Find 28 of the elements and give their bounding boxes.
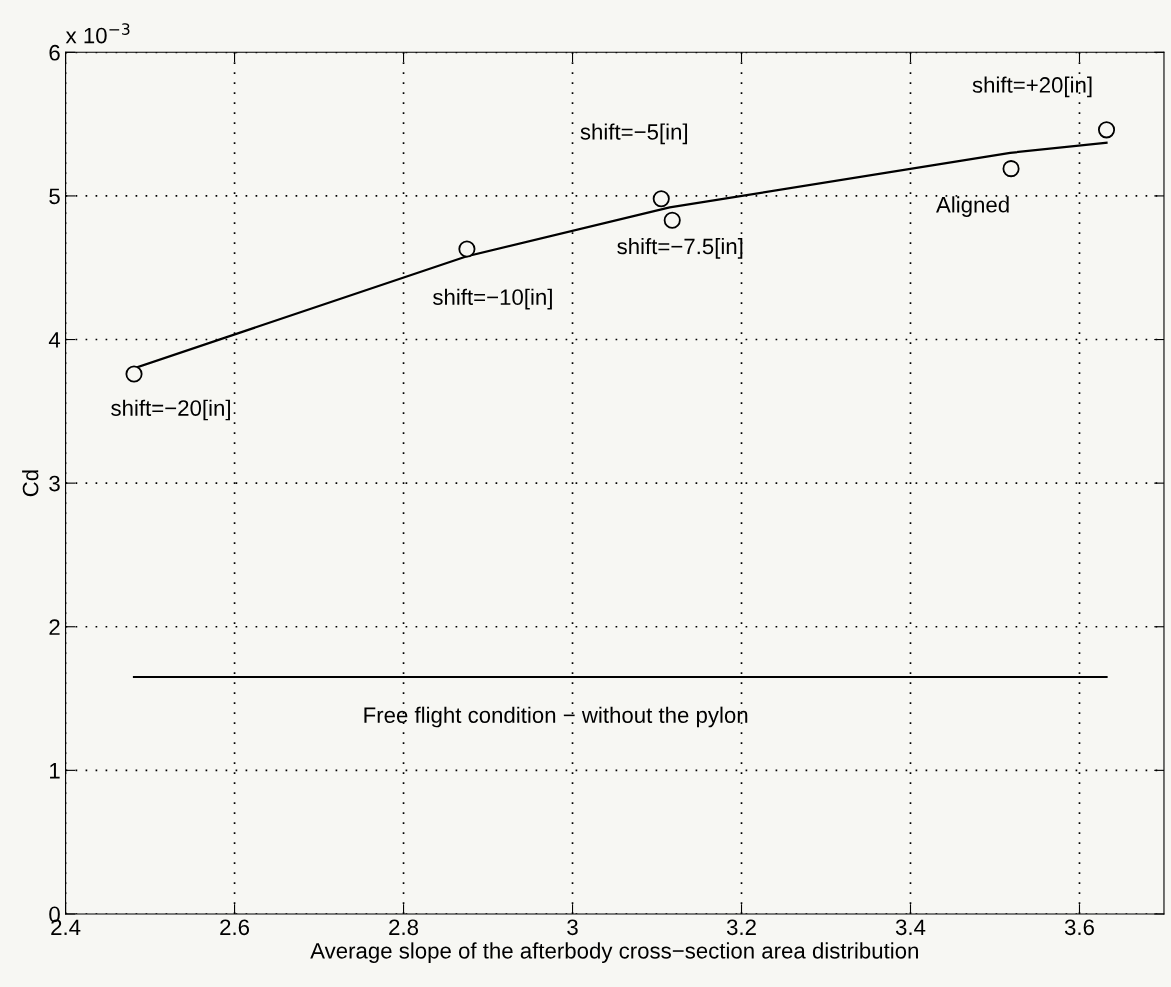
y-tick-label: 6: [49, 44, 60, 61]
y-tick-label: 5: [49, 188, 60, 205]
x-tick-label: 3.6: [1064, 919, 1094, 936]
annotation: shift=+20[in]: [972, 76, 1092, 98]
point: [458, 240, 476, 258]
y-tick-label: 1: [50, 763, 60, 779]
x-tick-label: 3: [567, 919, 578, 936]
x-tick-label: 3.2: [726, 919, 756, 936]
y-axis-title: Cd: [22, 470, 39, 497]
point: [1002, 160, 1020, 178]
annotation: Free flight condition − without the pylon: [364, 706, 748, 728]
point: [663, 211, 681, 229]
annotation: shift=−20[in]: [111, 399, 230, 421]
x-tick-label: 3.4: [895, 919, 926, 936]
annotation: shift=−7.5[in]: [617, 237, 743, 259]
x-axis-title: Average slope of the afterbody cross−section area distribution: [310, 942, 918, 964]
x-tick-label: 2.6: [220, 919, 250, 936]
point: [125, 365, 143, 383]
y-tick-label: 2: [49, 619, 60, 635]
annotation: shift=−10[in]: [433, 288, 552, 310]
point: [652, 190, 670, 208]
point: [1097, 121, 1116, 139]
y-tick-label: 4: [48, 332, 61, 348]
annotation: Aligned: [936, 196, 1009, 217]
x-tick-label: 2.8: [389, 919, 419, 936]
text: x 10$^{−3}$: [65, 23, 130, 44]
y-tick-label: 3: [49, 475, 60, 492]
annotation: shift=−5[in]: [580, 123, 688, 145]
